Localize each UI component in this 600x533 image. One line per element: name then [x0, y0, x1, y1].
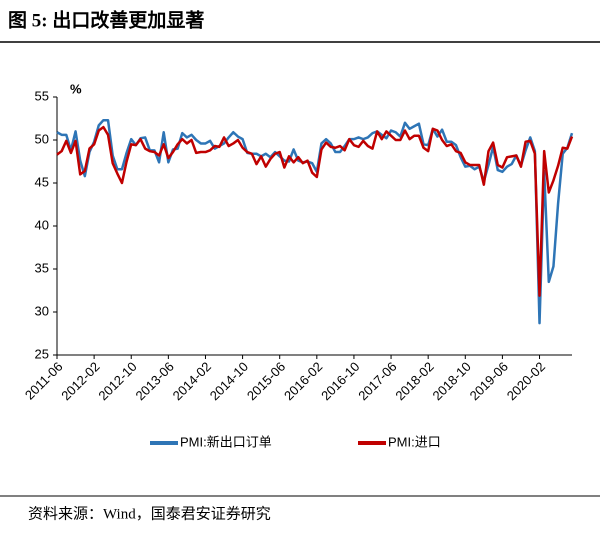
- y-tick-label: 55: [35, 88, 49, 103]
- x-tick-label: 2020-02: [504, 359, 548, 403]
- y-axis-label: %: [70, 81, 82, 96]
- legend-label: PMI:进口: [388, 434, 441, 449]
- x-tick-label: 2013-06: [133, 359, 177, 403]
- legend-label: PMI:新出口订单: [180, 434, 272, 449]
- x-tick-label: 2012-10: [95, 359, 139, 403]
- y-tick-label: 40: [35, 217, 49, 232]
- x-tick-label: 2016-10: [318, 359, 362, 403]
- chart-title: 图 5: 出口改善更加显著: [8, 8, 204, 31]
- y-tick-label: 25: [35, 346, 49, 361]
- x-tick-label: 2014-10: [207, 359, 251, 403]
- x-tick-label: 2014-02: [170, 359, 214, 403]
- y-tick-label: 50: [35, 131, 49, 146]
- series-line: [56, 125, 574, 297]
- x-tick-label: 2011-06: [22, 359, 66, 403]
- source: 资料来源：Wind，国泰君安证券研究: [28, 505, 271, 522]
- y-tick-label: 30: [35, 303, 49, 318]
- x-tick-label: 2018-02: [392, 359, 436, 403]
- x-tick-label: 2019-06: [467, 359, 511, 403]
- y-tick-label: 35: [35, 260, 49, 275]
- x-tick-label: 2016-02: [281, 359, 325, 403]
- y-tick-label: 45: [35, 174, 49, 189]
- x-tick-label: 2015-06: [244, 359, 288, 403]
- x-tick-label: 2018-10: [429, 359, 473, 403]
- x-tick-label: 2017-06: [355, 359, 399, 403]
- x-tick-label: 2012-02: [58, 359, 102, 403]
